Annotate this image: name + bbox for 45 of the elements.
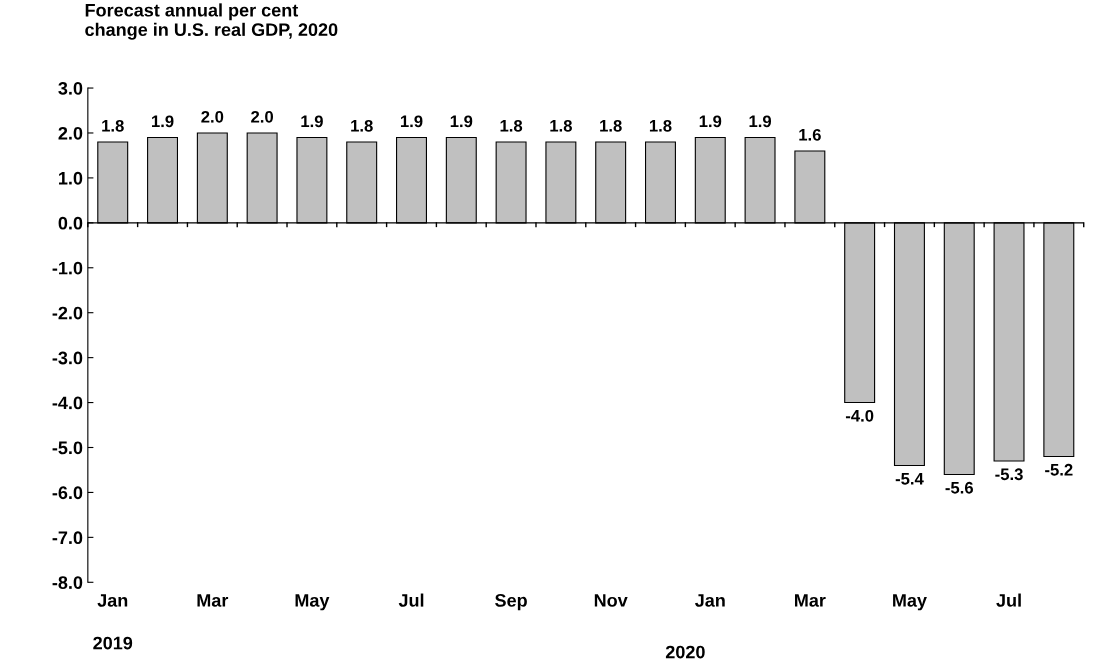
y-tick-label: -3.0 <box>52 351 83 365</box>
y-tick-label: -1.0 <box>52 261 83 275</box>
x-tick-label: May <box>295 594 330 611</box>
x-tick-label: Nov <box>594 594 628 607</box>
y-tick-label: -4.0 <box>52 396 83 410</box>
y-tick-label: -5.0 <box>52 441 83 455</box>
data-label: 1.9 <box>450 115 473 128</box>
x-tick-label: Sep <box>495 594 527 611</box>
data-label: 1.9 <box>152 115 174 128</box>
y-tick-label: -6.0 <box>52 486 83 500</box>
y-tick-label: -8.0 <box>52 576 83 590</box>
data-label: -5.3 <box>995 468 1023 481</box>
data-label: 1.8 <box>649 119 672 132</box>
y-tick-label: 3.0 <box>58 81 83 95</box>
data-label: 1.9 <box>749 115 772 128</box>
y-tick-label: -2.0 <box>52 306 83 320</box>
data-label: -4.0 <box>845 409 874 422</box>
data-label: 2.0 <box>201 110 224 123</box>
data-label: -5.4 <box>895 473 924 485</box>
chart-title: Forecast annual per cent change in U.S. real GDP, 2020 <box>85 3 338 40</box>
data-label: -5.2 <box>1045 463 1073 476</box>
x-tick-label: Jul <box>398 593 424 607</box>
text: 2019 <box>93 636 133 650</box>
data-label: 1.8 <box>102 119 124 132</box>
x-tick-label: Mar <box>197 594 229 607</box>
text: 2020 <box>665 645 705 659</box>
x-tick-label: Jul <box>996 593 1021 607</box>
data-label: 1.8 <box>500 119 523 132</box>
x-tick-label: Jan <box>694 594 725 607</box>
y-tick-label: 1.0 <box>59 171 83 185</box>
x-tick-label: Mar <box>795 594 826 607</box>
x-tick-label: May <box>893 594 927 611</box>
data-label: 1.8 <box>550 119 572 132</box>
data-label: 1.8 <box>600 119 622 132</box>
y-tick-label: 0.0 <box>58 216 83 230</box>
data-label: 1.9 <box>301 115 323 128</box>
data-label: 1.9 <box>699 115 722 128</box>
data-label: 1.8 <box>351 119 373 132</box>
y-tick-label: 2.0 <box>58 126 83 140</box>
x-tick-label: Jan <box>97 594 128 607</box>
y-tick-label: -7.0 <box>52 531 83 545</box>
data-label: 1.9 <box>400 115 423 128</box>
data-label: 2.0 <box>251 110 274 123</box>
data-label: 1.6 <box>799 128 821 141</box>
data-label: -5.6 <box>945 481 973 494</box>
